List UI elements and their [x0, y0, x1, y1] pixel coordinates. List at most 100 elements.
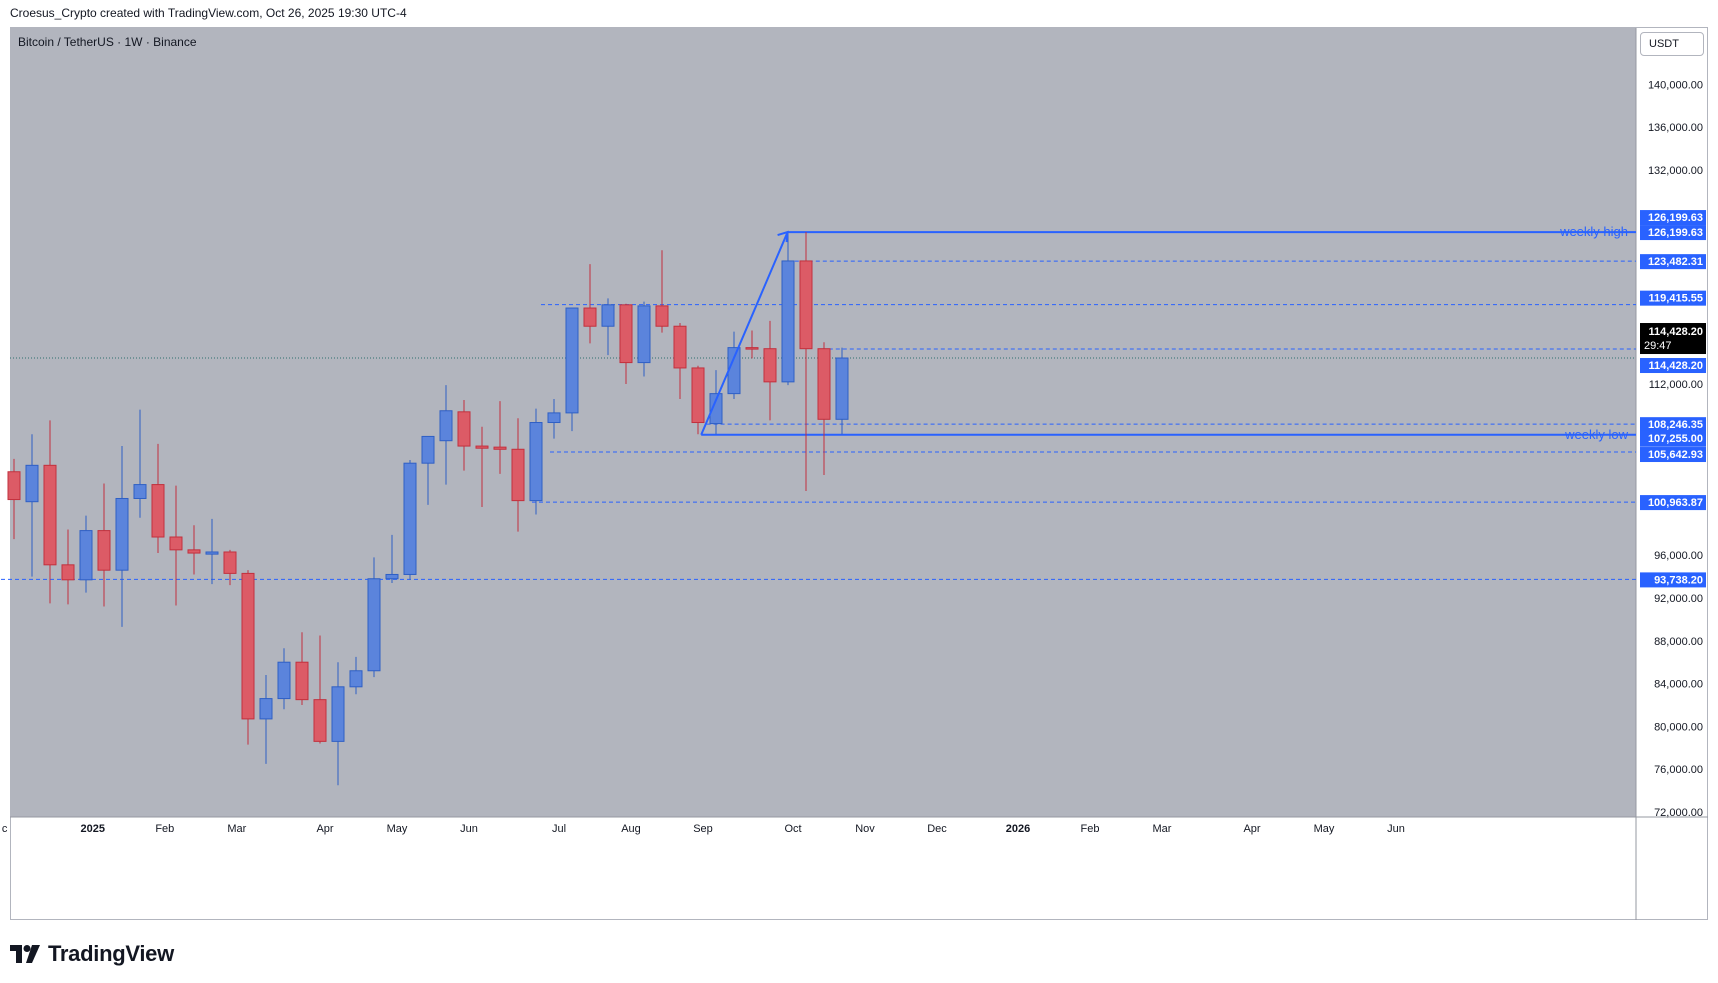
candle-body[interactable]	[475, 445, 489, 449]
candle-body[interactable]	[349, 670, 363, 688]
candle-body[interactable]	[43, 464, 57, 566]
candle-body[interactable]	[601, 304, 615, 327]
candle-body[interactable]	[133, 484, 147, 499]
price-badge	[1640, 358, 1706, 374]
price-badge	[1640, 290, 1706, 306]
time-tick-label: Mar	[1153, 823, 1172, 835]
price-badge-label: 105,642.93	[1648, 449, 1703, 461]
candle-body[interactable]	[637, 305, 651, 364]
time-tick-label: Apr	[1243, 823, 1260, 835]
chart-attribution: Croesus_Crypto created with TradingView.…	[10, 6, 407, 20]
price-tick-label: 132,000.00	[1648, 165, 1703, 177]
last-price-value: 114,428.20	[1649, 326, 1703, 338]
candle-body[interactable]	[583, 307, 597, 327]
candle-body[interactable]	[547, 412, 561, 424]
candle-body[interactable]	[673, 325, 687, 369]
candle-body[interactable]	[79, 530, 93, 581]
candle-body[interactable]	[223, 551, 237, 574]
time-tick-label: Aug	[621, 823, 641, 835]
price-badge-label: 107,255.00	[1648, 433, 1703, 445]
price-tick-label: 84,000.00	[1654, 679, 1703, 691]
candle-body[interactable]	[493, 446, 507, 450]
price-badge	[1640, 254, 1706, 270]
time-tick-label: c	[2, 823, 8, 835]
currency-button[interactable]: USDT	[1640, 32, 1704, 56]
candle-body[interactable]	[25, 464, 39, 503]
candle-body[interactable]	[817, 348, 831, 420]
price-badge	[1640, 430, 1706, 446]
price-badge	[1640, 225, 1706, 241]
price-badge-label: 126,199.63	[1648, 227, 1703, 239]
candle-body[interactable]	[97, 530, 111, 571]
trend-arrow-head	[777, 230, 789, 243]
price-badge-label: 114,428.20	[1649, 360, 1703, 372]
candle-body[interactable]	[241, 572, 255, 720]
price-tick-label: 96,000.00	[1654, 550, 1703, 562]
time-tick-label: Oct	[784, 823, 801, 835]
candle-body[interactable]	[529, 422, 543, 502]
time-tick-label: Nov	[855, 823, 875, 835]
time-tick-label: May	[387, 823, 408, 835]
price-tick-label: 88,000.00	[1654, 636, 1703, 648]
price-tick-label: 72,000.00	[1654, 807, 1703, 819]
candle-body[interactable]	[835, 357, 849, 420]
candle-body[interactable]	[619, 304, 633, 364]
symbol-label: Bitcoin / TetherUS · 1W · Binance	[18, 35, 197, 49]
candle-body[interactable]	[421, 435, 435, 464]
price-badge-label: 93,738.20	[1654, 574, 1703, 586]
price-badge-label: 119,415.55	[1649, 293, 1703, 305]
candle-body[interactable]	[691, 367, 705, 424]
price-badge	[1640, 495, 1706, 511]
last-price-badge	[1640, 323, 1706, 355]
candle-body[interactable]	[655, 305, 669, 327]
time-tick-label: 2026	[1006, 823, 1030, 835]
price-badge-label: 108,246.35	[1648, 419, 1703, 431]
price-tick-label: 140,000.00	[1648, 79, 1703, 91]
candle-body[interactable]	[511, 448, 525, 502]
price-badge-label: 123,482.31	[1648, 256, 1703, 268]
candle-body[interactable]	[205, 551, 219, 555]
time-tick-label: Feb	[155, 823, 174, 835]
candle-body[interactable]	[151, 484, 165, 538]
price-badge	[1640, 572, 1706, 588]
time-tick-label: May	[1314, 823, 1335, 835]
candle-body[interactable]	[115, 497, 129, 571]
candle-body[interactable]	[745, 347, 759, 350]
candle-body[interactable]	[799, 260, 813, 350]
time-tick-label: Jun	[460, 823, 478, 835]
candle-body[interactable]	[61, 564, 75, 581]
price-tick-label: 80,000.00	[1654, 721, 1703, 733]
candle-body[interactable]	[295, 661, 309, 701]
candle-body[interactable]	[367, 578, 381, 672]
time-tick-label: Feb	[1081, 823, 1100, 835]
candle-body[interactable]	[331, 686, 345, 742]
level-label: weekly low	[1564, 427, 1628, 442]
candle-body[interactable]	[457, 411, 471, 447]
candle-body[interactable]	[439, 410, 453, 442]
time-tick-label: Jun	[1387, 823, 1405, 835]
candle-body[interactable]	[7, 471, 21, 501]
candle-body[interactable]	[277, 661, 291, 700]
price-badge	[1640, 447, 1706, 463]
price-tick-label: 76,000.00	[1654, 764, 1703, 776]
trend-arrow-line[interactable]	[700, 231, 789, 436]
candle-body[interactable]	[781, 260, 795, 383]
tradingview-brand[interactable]: TradingView	[10, 941, 174, 967]
candle-body[interactable]	[727, 347, 741, 395]
price-tick-label: 136,000.00	[1648, 122, 1703, 134]
candle-body[interactable]	[187, 549, 201, 554]
candle-body[interactable]	[169, 536, 183, 551]
price-badge	[1640, 210, 1706, 226]
tradingview-logo-icon	[10, 945, 40, 963]
candle-body[interactable]	[565, 307, 579, 414]
time-tick-label: Dec	[927, 823, 947, 835]
candle-body[interactable]	[403, 462, 417, 575]
bar-countdown: 29:47	[1644, 340, 1672, 352]
price-badge-label: 126,199.63	[1648, 212, 1703, 224]
candle-body[interactable]	[709, 393, 723, 425]
candle-body[interactable]	[385, 573, 399, 580]
candle-body[interactable]	[763, 348, 777, 383]
candle-body[interactable]	[259, 698, 273, 720]
candle-body[interactable]	[313, 699, 327, 742]
